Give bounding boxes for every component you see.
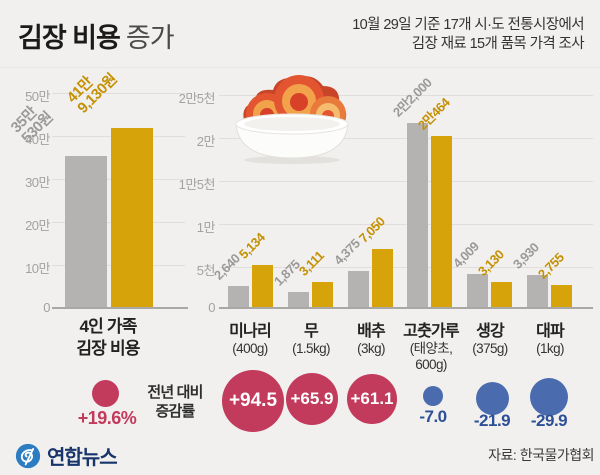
yonhap-logo-icon [15,443,41,468]
bar-mu-current [312,282,333,307]
right-ytick-0: 0 [208,300,215,315]
change-circle-saenggang [476,382,509,415]
left-ytick-30: 30만 [25,175,50,190]
value-daepa-current: 2,755 [534,249,567,282]
left-ytick-20: 20만 [25,218,50,233]
yonhap-logo: 연합뉴스 [14,441,118,470]
cat-daepa: 대파 (1kg) [536,323,565,356]
change-circle-daepa [530,378,568,416]
header-divider [0,67,600,68]
change-value-gochugaru: -7.0 [419,407,447,426]
value-mu-previous: 1,875 [270,256,303,289]
cat-baechu: 배추 (3kg) [357,323,386,356]
right-ytick-5000: 5천 [196,263,216,278]
left-ytick-0: 0 [43,300,50,315]
change-value-daepa: -29.9 [530,411,568,430]
bar-mu-previous [288,292,309,307]
title-light: 증가 [125,23,175,53]
change-circle-mu: +65.9 [286,373,338,425]
bar-minari-current [252,265,273,307]
left-ytick-50: 50만 [25,89,50,104]
survey-subtitle: 10월 29일 기준 17개 시·도 전통시장에서 김장 재료 15개 품목 가… [352,16,584,54]
kimchi-bowl-illustration [235,75,349,164]
value-minari-current: 5,134 [235,229,268,262]
change-value-saenggang: -21.9 [473,411,511,430]
yonhap-logo-text: 연합뉴스 [47,447,118,469]
source-credit: 자료: 한국물가협회 [488,447,594,463]
change-circle-baechu: +61.1 [347,374,397,424]
legend-increase-circle [92,380,119,407]
subtitle-line-1: 10월 29일 기준 17개 시·도 전통시장에서 [352,17,584,33]
value-baechu-current: 7,050 [355,213,388,246]
left-ytick-10: 10만 [25,261,50,276]
bar-baechu-current [372,249,393,307]
value-saenggang-current: 3,130 [474,246,507,279]
cat-minari: 미나리 (400g) [229,323,272,356]
right-ytick-25000: 2만5천 [178,91,216,106]
cat-gochugaru: 고춧가루 (태양초, 600g) [403,323,459,372]
bar-saenggang-previous [467,274,488,307]
right-ytick-20000: 2만 [196,134,216,149]
cat-saenggang: 생강 (375g) [472,323,508,356]
cat-mu: 무 (1.5kg) [292,323,330,356]
bar-baechu-previous [348,271,369,307]
value-gochugaru-current: 2만464 [414,95,453,133]
change-legend-label: 전년 대비 증감률 [147,384,203,420]
bar-gochugaru-previous [407,123,428,307]
page-title: 김장 비용 증가 [18,16,175,55]
change-circle-gochugaru [423,386,443,406]
right-ytick-10000: 1만 [196,220,216,235]
value-mu-current: 3,111 [295,247,327,279]
subtitle-line-2: 김장 재료 15개 품목 가격 조사 [411,36,585,52]
bar-daepa-previous [527,275,548,307]
total-change-pct: +19.6% [77,408,137,428]
bar-saenggang-current [491,282,512,307]
bar-minari-previous [228,286,249,307]
right-ytick-15000: 1만5천 [178,177,216,192]
bar-total-previous [65,156,107,307]
bowl [235,113,349,164]
bar-total-current [111,128,153,307]
bar-daepa-current [551,285,572,307]
change-circle-minari: +94.5 [222,370,284,432]
left-chart-xlabel: 4인 가족 김장 비용 [76,317,140,358]
value-baechu-previous: 4,375 [330,235,363,268]
title-bold: 김장 비용 [18,23,121,53]
label-total-current: 41만 9,130원 [63,70,121,118]
left-ytick-40: 40만 [25,132,50,147]
bar-gochugaru-current [431,136,452,307]
